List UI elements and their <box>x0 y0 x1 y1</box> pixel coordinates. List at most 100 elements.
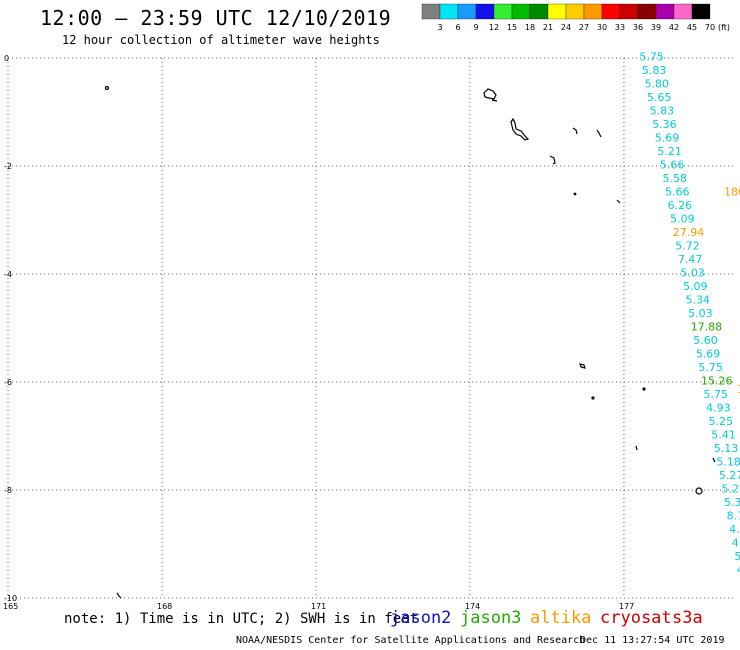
lon-tick-label: 165 <box>3 602 18 611</box>
lat-lon-grid <box>7 57 736 599</box>
legend-swatch <box>439 3 459 20</box>
legend-label: 18 <box>525 23 535 32</box>
chart-subtitle: 12 hour collection of altimeter wave hei… <box>62 33 380 47</box>
lat-tick-label: -6 <box>4 378 12 387</box>
wave-height-value: 5.41 <box>711 429 736 442</box>
satellite-s3a: s3a <box>672 608 703 628</box>
units-note: note: 1) Time is in UTC; 2) SWH is in fe… <box>64 611 419 627</box>
wave-height-value: 5.83 <box>642 64 667 77</box>
island-outlines <box>104 85 716 599</box>
legend-label: 33 <box>615 23 625 32</box>
lat-tick-label: -10 <box>4 594 17 603</box>
wave-height-value: 5.75 <box>704 388 729 401</box>
island <box>642 387 646 391</box>
lon-tick-label: 174 <box>465 602 480 611</box>
legend-swatch <box>475 3 495 20</box>
lat-tick-label: -4 <box>4 270 12 279</box>
legend-swatch <box>583 3 603 20</box>
legend-label: 27 <box>579 23 589 32</box>
wave-height-value: 5.34 <box>686 294 711 307</box>
legend-swatch <box>547 3 567 20</box>
chart-title: 12:00 – 23:59 UTC 12/10/2019 <box>40 6 392 30</box>
legend-label: 21 <box>543 23 553 32</box>
wave-height-value: 27.94 <box>673 226 705 239</box>
wave-height-value: 5.36 <box>652 118 677 131</box>
legend-swatch <box>691 3 711 20</box>
wave-height-value: 5.69 <box>696 348 721 361</box>
wave-height-value: 5.58 <box>662 172 687 185</box>
legend-unit: (ft) <box>718 23 730 32</box>
footer-credit: NOAA/NESDIS Center for Satellite Applica… <box>236 635 586 646</box>
wave-height-value: 4.9 <box>729 523 740 536</box>
wave-height-value: 5.32 <box>724 496 740 509</box>
wave-height-value: 5.69 <box>655 132 680 145</box>
legend-label: 3 <box>437 23 442 32</box>
wave-height-value: 5.09 <box>683 280 708 293</box>
wave-height-value: 5.03 <box>688 307 713 320</box>
legend-swatch <box>529 3 549 20</box>
legend-swatch <box>457 3 477 20</box>
legend-label: 70 <box>705 23 715 32</box>
legend-swatch <box>619 3 639 20</box>
wave-height-value: 5.75 <box>698 361 723 374</box>
wave-height-value: 5.75 <box>639 51 664 64</box>
island <box>573 192 577 196</box>
island <box>616 199 621 204</box>
legend-swatch <box>421 3 441 20</box>
lon-tick-label: 177 <box>619 602 634 611</box>
wave-height-value: 5.65 <box>647 91 672 104</box>
wave-height-value: 15.26 <box>701 375 733 388</box>
wave-height-value: 5.60 <box>693 334 718 347</box>
island <box>579 363 586 369</box>
wave-height-value: 1808 <box>724 186 740 199</box>
wave-height-value: 4 <box>737 564 740 577</box>
legend-swatch <box>601 3 621 20</box>
lat-tick-label: -2 <box>4 162 12 171</box>
wave-height-value: 5.18 <box>716 456 740 469</box>
legend-label: 42 <box>669 23 679 32</box>
lon-tick-label: 168 <box>157 602 172 611</box>
wave-height-value: 5.03 <box>680 267 705 280</box>
island <box>549 155 556 165</box>
wave-height-labels: 5.755.835.805.655.835.365.695.215.665.58… <box>639 51 740 591</box>
island <box>635 445 638 451</box>
wave-height-value: 5.72 <box>675 240 700 253</box>
legend-label: 15 <box>507 23 517 32</box>
legend-label: 9 <box>473 23 478 32</box>
wave-height-value: 5.25 <box>709 415 734 428</box>
island <box>510 117 530 141</box>
legend-label: 24 <box>561 23 571 32</box>
legend-swatch <box>565 3 585 20</box>
satellite-altika: altika <box>530 608 592 628</box>
wave-height-value: 5. <box>734 550 740 563</box>
color-legend: 3 6 9 12 15 18 21 24 27 30 33 36 39 42 45 70 (ft) <box>421 3 730 32</box>
island <box>116 592 122 599</box>
wave-height-value: 5.22 <box>721 483 740 496</box>
wave-height-value: 17.88 <box>691 321 723 334</box>
satellite-jason2: jason2 <box>390 608 452 628</box>
wave-height-value: 6.26 <box>668 199 693 212</box>
lat-tick-label: -8 <box>4 486 12 495</box>
wave-height-value: 4. <box>732 537 740 550</box>
legend-swatch <box>673 3 693 20</box>
wave-height-value: 8.71 <box>727 510 740 523</box>
satellite-cryosat: cryosat <box>600 608 672 628</box>
wave-height-value: 1 <box>737 383 740 396</box>
island <box>695 487 703 495</box>
lat-tick-label: 0 <box>4 54 9 63</box>
island <box>104 85 110 91</box>
legend-label: 12 <box>489 23 499 32</box>
legend-swatch <box>655 3 675 20</box>
legend-label: 45 <box>687 23 697 32</box>
island <box>591 396 595 400</box>
legend-label: 36 <box>633 23 643 32</box>
wave-height-value: 5.27 <box>719 469 740 482</box>
wave-height-value: 5.21 <box>657 145 682 158</box>
wave-height-value: 7.47 <box>678 253 703 266</box>
footer-timestamp: Dec 11 13:27:54 UTC 2019 <box>580 635 725 646</box>
wave-height-value: 5.09 <box>670 213 695 226</box>
lon-tick-label: 171 <box>311 602 326 611</box>
legend-swatch <box>493 3 513 20</box>
wave-height-value: 5.83 <box>650 105 675 118</box>
